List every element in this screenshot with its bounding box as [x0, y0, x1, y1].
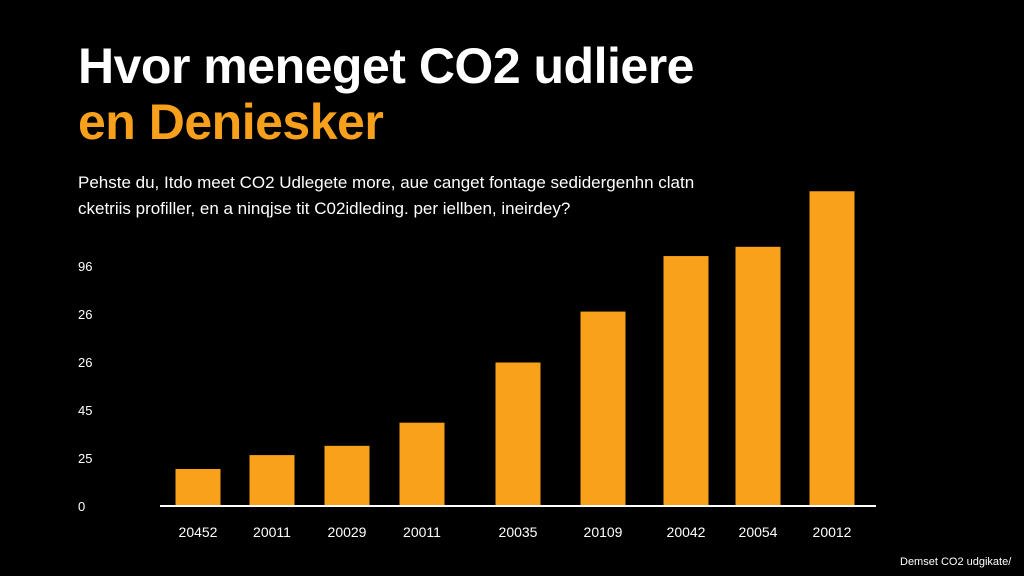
- subtitle-line-2: cketriis profiller, en a ninqjse tit C02…: [78, 199, 571, 218]
- x-tick-label: 20452: [179, 524, 218, 540]
- bar-1: [175, 468, 221, 506]
- x-tick-label: 20029: [328, 524, 367, 540]
- title-line-1: Hvor meneget CO2 udliere: [78, 38, 694, 94]
- chart-subtitle: Pehste du, Itdo meet CO2 Udlegete more, …: [78, 170, 778, 222]
- bar-2: [249, 455, 295, 506]
- x-axis-tick-labels: 20452 20011 20029 20011 20035 20109 20042 20054…: [179, 524, 852, 540]
- source-note: Demset CO2 udgikate/: [900, 556, 1012, 568]
- y-tick-label: 0: [78, 499, 85, 514]
- y-tick-label: 26: [78, 307, 92, 322]
- y-axis-ticks: 0 25 45 26 26 96: [78, 259, 92, 514]
- y-tick-label: 25: [78, 451, 92, 466]
- bar-4: [399, 422, 445, 506]
- bar-9: [809, 191, 855, 506]
- bar-8: [735, 246, 781, 507]
- bar-series: [175, 191, 855, 507]
- title-line-2: en Deniesker: [78, 94, 384, 150]
- bar-3: [324, 445, 370, 506]
- x-tick-label: 20035: [499, 524, 538, 540]
- subtitle-line-1: Pehste du, Itdo meet CO2 Udlegete more, …: [78, 173, 695, 192]
- y-tick-label: 26: [78, 355, 92, 370]
- bar-7: [663, 256, 709, 506]
- x-tick-label: 20042: [667, 524, 706, 540]
- x-tick-label: 20109: [584, 524, 623, 540]
- x-tick-label: 20012: [813, 524, 852, 540]
- x-tick-label: 20054: [739, 524, 778, 540]
- y-tick-label: 45: [78, 403, 92, 418]
- chart-title: Hvor meneget CO2 udliere en Deniesker: [78, 38, 694, 150]
- bar-6: [580, 311, 626, 506]
- bar-5: [495, 362, 541, 506]
- y-tick-label: 96: [78, 259, 92, 274]
- x-tick-label: 20011: [253, 524, 291, 540]
- x-tick-label: 20011: [403, 524, 441, 540]
